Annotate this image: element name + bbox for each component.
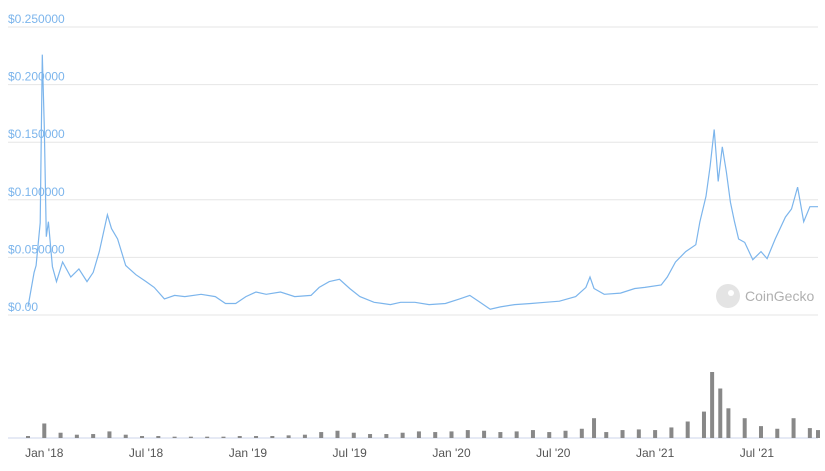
volume-bar bbox=[449, 431, 454, 438]
volume-bar bbox=[156, 436, 161, 438]
x-tick-label: Jul '20 bbox=[536, 446, 571, 460]
volume-bar bbox=[775, 428, 780, 438]
y-tick-label: $0.150000 bbox=[8, 127, 65, 141]
volume-bar bbox=[592, 418, 597, 438]
x-tick-label: Jan '19 bbox=[229, 446, 268, 460]
watermark-text: CoinGecko bbox=[745, 288, 814, 304]
volume-bar bbox=[563, 430, 568, 438]
volume-bar bbox=[205, 436, 210, 438]
volume-bar bbox=[758, 426, 763, 438]
volume-bar bbox=[254, 436, 259, 438]
volume-bar bbox=[286, 435, 291, 438]
volume-bar bbox=[807, 428, 812, 438]
volume-bar bbox=[701, 411, 706, 438]
volume-bar bbox=[74, 434, 79, 438]
volume-bar bbox=[172, 436, 177, 438]
volume-bar bbox=[710, 372, 715, 438]
volume-bar bbox=[726, 408, 731, 438]
volume-bar bbox=[685, 421, 690, 438]
price-line bbox=[27, 54, 818, 310]
volume-bar bbox=[107, 431, 112, 438]
volume-bar bbox=[498, 432, 503, 438]
volume-bar bbox=[384, 434, 389, 438]
volume-bar bbox=[400, 432, 405, 438]
x-tick-label: Jan '21 bbox=[636, 446, 675, 460]
volume-bar bbox=[604, 432, 609, 438]
volume-bar bbox=[351, 432, 356, 438]
watermark-logo bbox=[716, 284, 740, 308]
volume-bar bbox=[547, 432, 552, 438]
volume-bar bbox=[579, 428, 584, 438]
y-tick-label: $0.250000 bbox=[8, 12, 65, 26]
x-tick-label: Jan '20 bbox=[432, 446, 471, 460]
volume-bar bbox=[42, 423, 47, 438]
x-tick-label: Jul '21 bbox=[740, 446, 775, 460]
y-tick-label: $0.100000 bbox=[8, 185, 65, 199]
volume-bar bbox=[91, 434, 96, 438]
volume-bar bbox=[335, 430, 340, 438]
volume-bar bbox=[302, 434, 307, 438]
volume-bar bbox=[221, 436, 226, 438]
y-tick-label: $0.00 bbox=[8, 300, 38, 314]
volume-bar bbox=[669, 427, 674, 438]
x-tick-label: Jul '19 bbox=[333, 446, 368, 460]
volume-bar bbox=[636, 429, 641, 438]
volume-bar bbox=[237, 436, 242, 438]
volume-bar bbox=[742, 418, 747, 438]
x-tick-label: Jul '18 bbox=[129, 446, 164, 460]
watermark: CoinGecko bbox=[716, 284, 814, 308]
volume-bar bbox=[816, 430, 820, 438]
volume-bar bbox=[465, 430, 470, 438]
y-tick-label: $0.050000 bbox=[8, 242, 65, 256]
volume-bar bbox=[319, 432, 324, 438]
volume-bar bbox=[791, 418, 796, 438]
volume-bar bbox=[653, 430, 658, 438]
volume-bar bbox=[58, 432, 63, 438]
volume-bar bbox=[530, 430, 535, 438]
volume-bar bbox=[482, 430, 487, 438]
volume-bar bbox=[188, 436, 193, 438]
volume-bar bbox=[140, 436, 145, 438]
y-tick-label: $0.200000 bbox=[8, 70, 65, 84]
volume-bar bbox=[433, 432, 438, 438]
volume-bar bbox=[718, 388, 723, 438]
volume-bar bbox=[270, 436, 275, 438]
volume-bar bbox=[514, 431, 519, 438]
x-tick-label: Jan '18 bbox=[25, 446, 64, 460]
volume-bar bbox=[416, 431, 421, 438]
volume-bar bbox=[620, 430, 625, 438]
volume-bar bbox=[368, 434, 373, 438]
volume-bar bbox=[26, 436, 30, 438]
volume-bar bbox=[123, 434, 128, 438]
watermark-logo-eye bbox=[728, 290, 734, 296]
